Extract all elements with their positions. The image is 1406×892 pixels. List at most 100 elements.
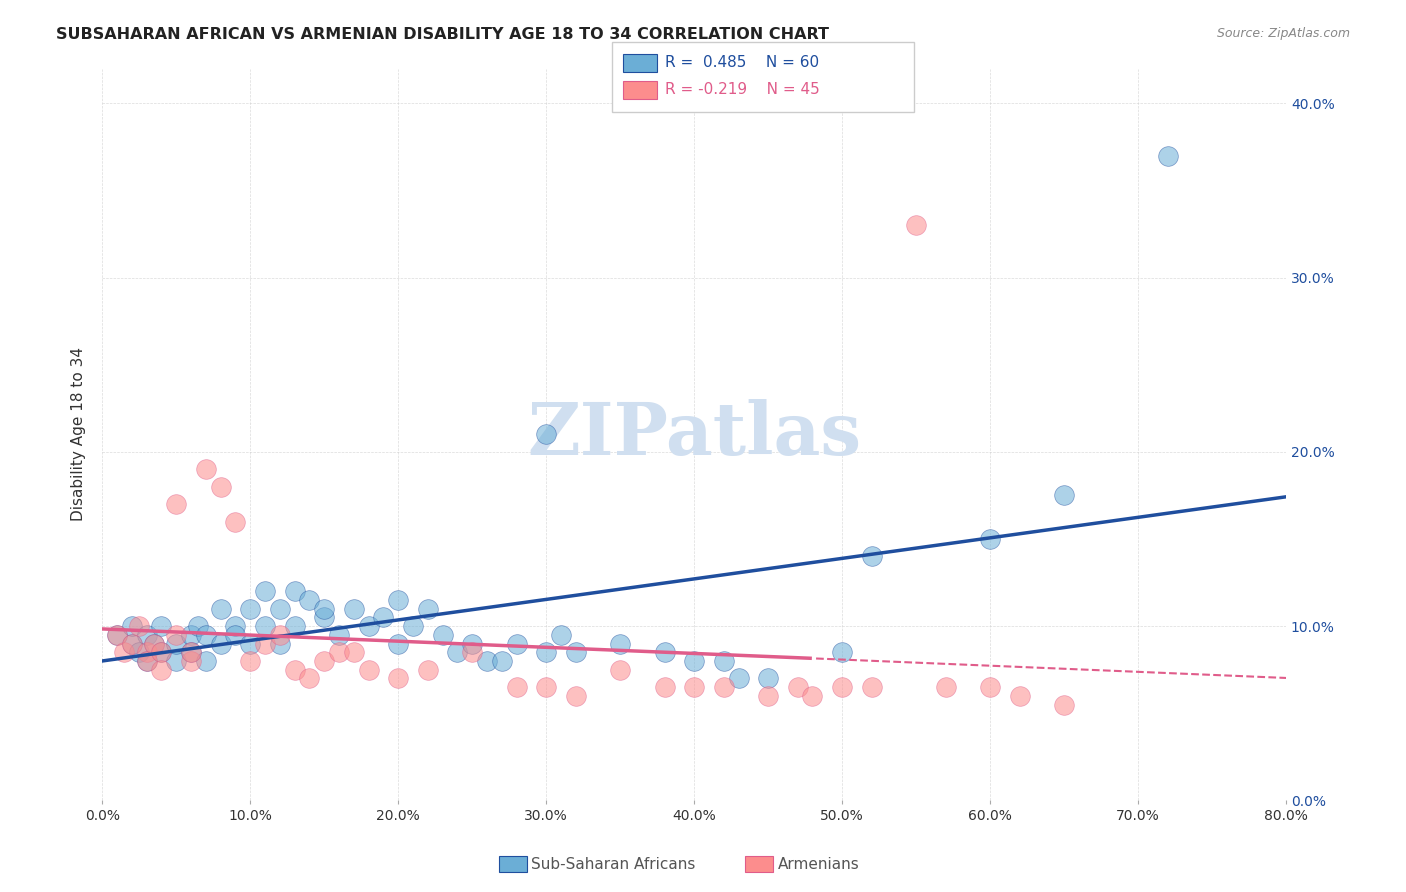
Point: [387, 672, 409, 686]
Point: [121, 637, 143, 651]
Point: [209, 601, 232, 615]
Text: ZIPatlas: ZIPatlas: [527, 399, 862, 470]
Point: [194, 628, 217, 642]
Point: [224, 515, 246, 529]
Point: [209, 637, 232, 651]
Point: [550, 628, 572, 642]
Point: [314, 610, 336, 624]
Point: [1156, 149, 1178, 163]
Point: [373, 610, 395, 624]
Point: [831, 680, 853, 694]
Point: [314, 601, 336, 615]
Point: [713, 654, 735, 668]
Point: [979, 532, 1001, 546]
Point: [194, 654, 217, 668]
Point: [150, 619, 173, 633]
Point: [328, 628, 350, 642]
Point: [128, 645, 150, 659]
Point: [284, 663, 307, 677]
Point: [505, 680, 527, 694]
Point: [534, 645, 557, 659]
Point: [314, 654, 336, 668]
Point: [143, 637, 166, 651]
Point: [143, 637, 166, 651]
Text: Sub-Saharan Africans: Sub-Saharan Africans: [531, 857, 696, 871]
Point: [135, 654, 157, 668]
Point: [713, 680, 735, 694]
Point: [135, 628, 157, 642]
Point: [150, 645, 173, 659]
Point: [683, 680, 706, 694]
Point: [128, 619, 150, 633]
Point: [209, 480, 232, 494]
Point: [194, 462, 217, 476]
Point: [475, 654, 498, 668]
Point: [727, 672, 749, 686]
Text: Armenians: Armenians: [778, 857, 859, 871]
Point: [416, 601, 439, 615]
Point: [402, 619, 425, 633]
Point: [269, 601, 291, 615]
Text: R =  0.485    N = 60: R = 0.485 N = 60: [665, 55, 820, 70]
Point: [683, 654, 706, 668]
Point: [180, 654, 202, 668]
Point: [165, 637, 187, 651]
Point: [239, 637, 262, 651]
Point: [135, 645, 157, 659]
Point: [343, 601, 366, 615]
Point: [1008, 689, 1031, 703]
Text: SUBSAHARAN AFRICAN VS ARMENIAN DISABILITY AGE 18 TO 34 CORRELATION CHART: SUBSAHARAN AFRICAN VS ARMENIAN DISABILIT…: [56, 27, 830, 42]
Point: [298, 593, 321, 607]
Point: [505, 637, 527, 651]
Point: [121, 619, 143, 633]
Point: [239, 601, 262, 615]
Point: [180, 628, 202, 642]
Point: [328, 645, 350, 659]
Point: [112, 645, 135, 659]
Point: [756, 689, 779, 703]
Point: [609, 637, 631, 651]
Point: [180, 645, 202, 659]
Point: [180, 645, 202, 659]
Point: [756, 672, 779, 686]
Point: [105, 628, 128, 642]
Point: [165, 628, 187, 642]
Point: [269, 628, 291, 642]
Point: [654, 645, 676, 659]
Point: [801, 689, 824, 703]
Point: [534, 680, 557, 694]
Point: [357, 619, 380, 633]
Point: [284, 619, 307, 633]
Point: [534, 427, 557, 442]
Point: [860, 549, 883, 564]
Point: [461, 645, 484, 659]
Point: [979, 680, 1001, 694]
Point: [416, 663, 439, 677]
Point: [860, 680, 883, 694]
Point: [150, 645, 173, 659]
Point: [269, 637, 291, 651]
Point: [121, 637, 143, 651]
Point: [224, 619, 246, 633]
Point: [298, 672, 321, 686]
Point: [284, 584, 307, 599]
Point: [831, 645, 853, 659]
Point: [432, 628, 454, 642]
Y-axis label: Disability Age 18 to 34: Disability Age 18 to 34: [72, 348, 86, 522]
Point: [105, 628, 128, 642]
Text: Source: ZipAtlas.com: Source: ZipAtlas.com: [1216, 27, 1350, 40]
Point: [224, 628, 246, 642]
Point: [491, 654, 513, 668]
Point: [905, 219, 928, 233]
Point: [165, 497, 187, 511]
Point: [343, 645, 366, 659]
Point: [387, 637, 409, 651]
Point: [1053, 698, 1076, 712]
Point: [165, 654, 187, 668]
Point: [187, 619, 209, 633]
Point: [239, 654, 262, 668]
Point: [446, 645, 468, 659]
Point: [253, 637, 276, 651]
Point: [935, 680, 957, 694]
Point: [253, 584, 276, 599]
